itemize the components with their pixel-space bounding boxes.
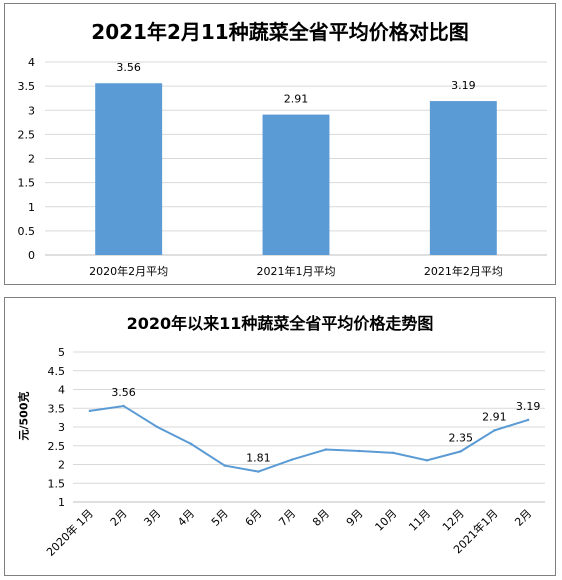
line-category-label: 9月 [344, 507, 366, 529]
line-category-label: 2月 [512, 507, 534, 529]
bar-category-label: 2021年1月平均 [257, 264, 336, 278]
line-point-6 [290, 458, 294, 461]
line-y-tick-label: 1 [58, 496, 65, 509]
line-category-label: 10月 [373, 507, 400, 534]
bar-y-tick-label: 2 [28, 153, 35, 166]
bar-2 [429, 101, 497, 256]
line-chart-panel: 2020年以来11种蔬菜全省平均价格走势图 元/500克 1 1.5 2 2.5 3 3.… [4, 297, 556, 576]
line-data-label: 3.56 [111, 386, 136, 399]
line-chart-title: 2020年以来11种蔬菜全省平均价格走势图 [126, 314, 434, 333]
line-y-tick-label: 2 [58, 459, 65, 472]
bar-chart-panel: 2021年2月11种蔬菜全省平均价格对比图 0 0.5 1 1.5 2 2.5 3 3.5 4 3… [4, 3, 556, 285]
line-point-3 [189, 442, 193, 446]
line-category-label: 2020年 1月 [43, 506, 96, 559]
bar-chart-svg: 0 0.5 1 1.5 2 2.5 3 3.5 4 3.56 2020年2月平均 2.91 2021年1… [18, 56, 547, 278]
line-point-4 [223, 464, 226, 467]
bar-y-tick-label: 2.5 [18, 128, 36, 141]
line-point-9 [392, 451, 395, 455]
bar-y-tick-label: 4 [28, 56, 35, 69]
line-point-11 [459, 450, 462, 453]
line-category-label: 7月 [276, 507, 298, 529]
line-category-label: 2月 [108, 507, 130, 529]
line-y-tick-label: 5 [58, 346, 65, 359]
line-chart-svg: 1 1.5 2 2.5 3 3.5 4 4.5 5 3.56 1.81 2.35 2.91 3.19 202… [43, 346, 545, 559]
line-data-label: 2.91 [482, 410, 507, 423]
line-category-label: 4月 [175, 507, 197, 529]
line-point-0 [88, 409, 92, 413]
price-trend-line [89, 404, 529, 473]
line-data-label: 2.35 [448, 431, 473, 444]
bar-y-tick-label: 3 [28, 104, 35, 117]
bar-y-tick-label: 1 [28, 201, 35, 214]
bar-y-tick-label: 3.5 [18, 80, 36, 93]
line-category-label: 6月 [243, 507, 265, 529]
line-y-tick-label: 1.5 [48, 477, 66, 490]
line-point-2 [156, 425, 159, 429]
bar-data-label: 3.19 [451, 79, 476, 92]
line-point-12 [493, 429, 496, 432]
line-y-tick-label: 3.5 [48, 402, 66, 415]
line-point-8 [358, 449, 361, 453]
bar-0 [95, 83, 163, 255]
line-point-10 [425, 459, 429, 462]
line-category-label: 5月 [209, 507, 231, 529]
line-point-1 [122, 404, 125, 408]
line-category-label: 11月 [406, 507, 433, 534]
bar-data-label: 2.91 [284, 93, 309, 106]
line-point-5 [257, 470, 260, 473]
line-data-label: 1.81 [246, 452, 271, 465]
line-y-tick-label: 3 [58, 421, 65, 434]
line-category-label: 8月 [310, 507, 332, 529]
line-point-7 [324, 448, 328, 451]
bar-category-label: 2020年2月平均 [89, 264, 168, 278]
line-category-label: 12月 [440, 507, 467, 534]
line-y-tick-label: 2.5 [48, 440, 66, 453]
line-point-13 [526, 418, 530, 422]
bar-y-tick-label: 1.5 [18, 177, 36, 190]
line-category-label: 3月 [141, 507, 163, 529]
line-y-tick-label: 4 [58, 384, 65, 397]
line-y-tick-label: 4.5 [48, 365, 66, 378]
bar-data-label: 3.56 [116, 61, 141, 74]
bar-y-tick-label: 0.5 [18, 225, 36, 238]
line-data-label: 3.19 [516, 400, 541, 413]
bar-y-tick-label: 0 [28, 249, 35, 262]
bar-category-label: 2021年2月平均 [424, 264, 503, 278]
bar-chart-title: 2021年2月11种蔬菜全省平均价格对比图 [91, 20, 469, 44]
bar-1 [262, 114, 330, 255]
